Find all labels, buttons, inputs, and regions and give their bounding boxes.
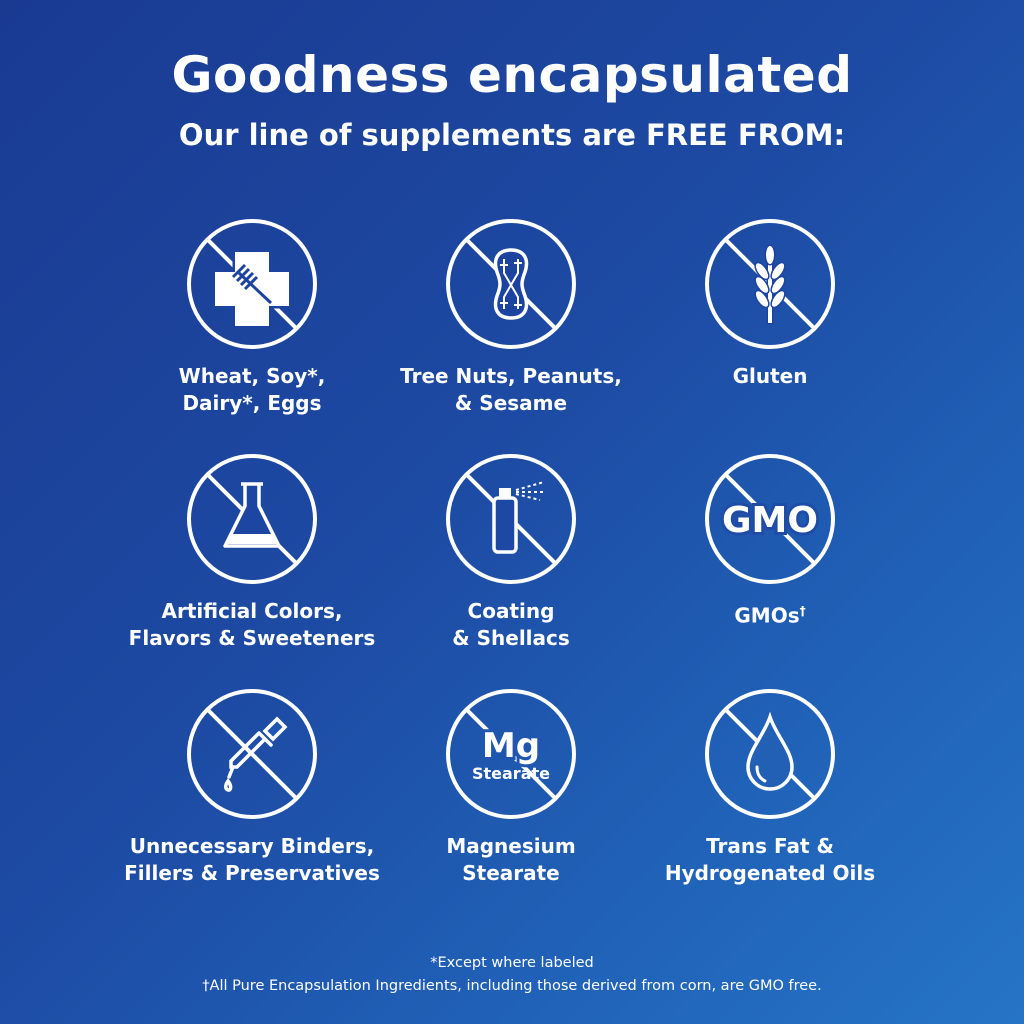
free-from-item-gmo: GMO GMOs† (620, 452, 920, 630)
oil-drop-icon (705, 689, 835, 819)
item-label-line2: Dairy*, Eggs (182, 391, 322, 415)
dropper-icon (187, 689, 317, 819)
spray-bottle-icon (446, 454, 576, 584)
item-label-line1: Coating (467, 599, 555, 623)
item-label-line2: Flavors & Sweeteners (128, 626, 376, 650)
allergen-cross-fork-icon (187, 219, 317, 349)
item-label-line1: GMOs† (620, 598, 920, 630)
free-from-item-nuts: Tree Nuts, Peanuts, & Sesame (361, 217, 661, 417)
mg-stearate-icon: Mg Stearate (446, 689, 576, 819)
item-label-line1: Trans Fat & (706, 834, 834, 858)
free-from-item-binders: Unnecessary Binders, Fillers & Preservati… (102, 687, 402, 887)
item-label-line2: Fillers & Preservatives (124, 861, 380, 885)
footnote-except: *Except where labeled (430, 955, 594, 971)
stearate-icon-text: Stearate (472, 764, 550, 783)
item-label-line2: & Sesame (454, 391, 568, 415)
wheat-icon (705, 219, 835, 349)
item-label-line1: Artificial Colors, (161, 599, 343, 623)
gmo-icon: GMO (705, 454, 835, 584)
peanut-icon (446, 219, 576, 349)
item-label-line1: Unnecessary Binders, (129, 834, 375, 858)
item-label-line2: Hydrogenated Oils (664, 861, 876, 885)
item-label-line1: Magnesium (446, 834, 576, 858)
free-from-item-mg-stearate: Mg Stearate Magnesium Stearate (361, 687, 661, 887)
free-from-item-allergens: Wheat, Soy*, Dairy*, Eggs (102, 217, 402, 417)
item-label-line2: Stearate (462, 861, 560, 885)
free-from-item-coating: Coating & Shellacs (361, 452, 661, 652)
flask-icon (187, 454, 317, 584)
page-subtitle: Our line of supplements are FREE FROM: (178, 118, 846, 152)
item-label-text: GMOs (734, 603, 800, 628)
page-title: Goodness encapsulated (171, 46, 853, 104)
dagger-mark: † (799, 604, 806, 618)
item-label-line1: Tree Nuts, Peanuts, (400, 364, 622, 388)
item-label-line1: Gluten (732, 364, 808, 388)
footnote-gmo: †All Pure Encapsulation Ingredients, inc… (202, 978, 822, 994)
item-label-line2: & Shellacs (452, 626, 570, 650)
free-from-item-artificial: Artificial Colors, Flavors & Sweeteners (102, 452, 402, 652)
free-from-item-trans-fat: Trans Fat & Hydrogenated Oils (620, 687, 920, 887)
free-from-item-gluten: Gluten (620, 217, 920, 390)
item-label-line1: Wheat, Soy*, (178, 364, 326, 388)
gmo-icon-text: GMO (722, 500, 818, 541)
mg-icon-text: Mg (482, 726, 540, 766)
